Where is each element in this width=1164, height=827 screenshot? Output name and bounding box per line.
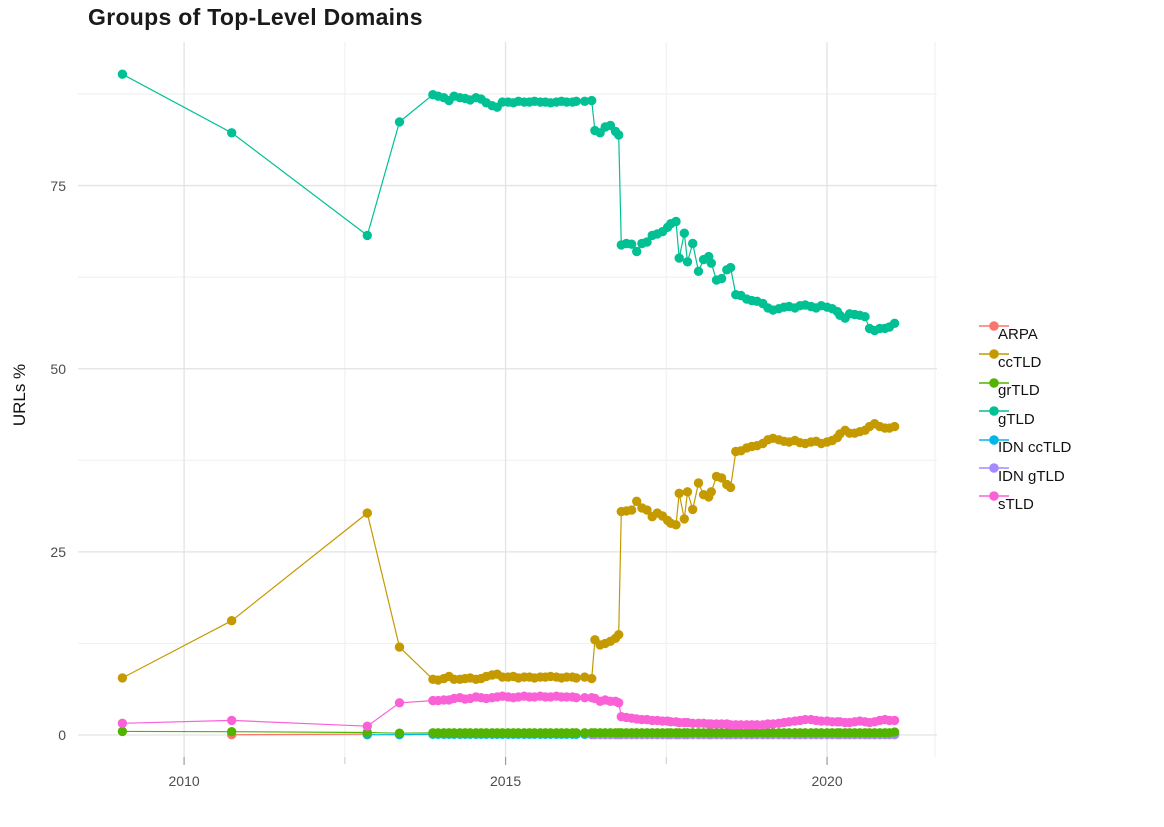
data-point-gTLD xyxy=(706,258,716,268)
data-point-grTLD xyxy=(889,727,900,737)
data-point-ccTLD xyxy=(682,487,693,497)
data-point-sTLD xyxy=(614,698,624,708)
legend-item-label: grTLD xyxy=(998,382,1040,400)
legend-item-ccTLD: ccTLD xyxy=(978,348,1041,376)
data-point-ccTLD xyxy=(674,488,684,498)
data-point-gTLD xyxy=(227,128,237,138)
data-point-grTLD xyxy=(117,726,128,737)
data-point-gTLD xyxy=(632,246,642,257)
data-point-sTLD xyxy=(117,718,128,728)
data-point-gTLD xyxy=(688,238,698,249)
data-point-ccTLD xyxy=(227,616,237,626)
series-line-gTLD xyxy=(122,73,895,332)
legend-item-label: IDN gTLD xyxy=(998,467,1065,485)
data-point-grTLD xyxy=(580,728,590,738)
legend-key-icon xyxy=(979,321,1009,331)
data-point-grTLD xyxy=(571,728,581,738)
data-point-sTLD xyxy=(362,721,372,731)
legend-item-IDN-gTLD: IDN gTLD xyxy=(978,462,1065,490)
chart-title: Groups of Top-Level Domains xyxy=(88,4,423,30)
data-point-sTLD xyxy=(580,693,590,703)
y-tick-label: 50 xyxy=(50,360,66,377)
data-point-ccTLD xyxy=(362,508,372,518)
legend-key-icon xyxy=(979,349,1009,360)
y-tick-label: 75 xyxy=(50,177,66,194)
legend-key-icon xyxy=(979,434,1009,445)
data-point-gTLD xyxy=(725,262,736,273)
data-point-gTLD xyxy=(362,230,372,241)
data-point-gTLD xyxy=(889,318,900,328)
legend-item-label: ARPA xyxy=(998,325,1038,343)
data-point-ccTLD xyxy=(642,505,652,515)
legend-key-icon xyxy=(979,377,1009,388)
data-point-grTLD xyxy=(394,728,405,738)
data-point-ccTLD xyxy=(571,673,581,683)
data-point-sTLD xyxy=(227,715,237,726)
data-point-ccTLD xyxy=(394,642,405,652)
data-point-gTLD xyxy=(674,253,684,263)
data-point-gTLD xyxy=(626,239,637,249)
data-point-gTLD xyxy=(117,69,128,79)
legend-key-icon xyxy=(979,463,1009,473)
x-tick-label: 2010 xyxy=(168,773,200,789)
legend-key-icon xyxy=(979,491,1009,502)
data-point-ccTLD xyxy=(725,482,736,493)
legend-item-label: ccTLD xyxy=(998,353,1042,371)
data-point-grTLD xyxy=(227,727,237,737)
series-line-ARPA xyxy=(231,733,368,736)
legend-item-label: IDN ccTLD xyxy=(998,439,1072,457)
data-point-sTLD xyxy=(571,693,581,703)
data-point-ccTLD xyxy=(716,473,727,483)
data-point-ccTLD xyxy=(889,421,900,432)
data-point-gTLD xyxy=(860,312,870,322)
data-point-ccTLD xyxy=(706,487,716,497)
legend-item-gTLD: gTLD xyxy=(978,405,1035,433)
data-point-ccTLD xyxy=(671,520,681,530)
x-tick-label: 2015 xyxy=(489,773,522,789)
data-point-ccTLD xyxy=(632,496,642,506)
x-tick-label: 2020 xyxy=(811,773,843,789)
data-point-gTLD xyxy=(580,96,590,107)
legend-item-IDN-ccTLD: IDN ccTLD xyxy=(978,434,1071,462)
data-point-ccTLD xyxy=(580,672,590,682)
data-point-ccTLD xyxy=(679,514,689,524)
data-point-gTLD xyxy=(693,266,704,276)
data-point-gTLD xyxy=(642,237,652,247)
legend-item-grTLD: grTLD xyxy=(978,377,1040,405)
data-point-sTLD xyxy=(394,698,405,708)
data-point-ccTLD xyxy=(693,478,704,488)
data-point-gTLD xyxy=(571,96,581,107)
data-point-ccTLD xyxy=(626,505,637,515)
data-point-ccTLD xyxy=(614,630,624,640)
data-point-ccTLD xyxy=(117,673,128,683)
y-tick-label: 0 xyxy=(58,727,66,744)
legend-item-label: gTLD xyxy=(998,410,1035,428)
data-point-gTLD xyxy=(679,228,689,238)
data-point-gTLD xyxy=(587,95,597,106)
legend-item-label: sTLD xyxy=(998,495,1034,513)
data-point-gTLD xyxy=(716,273,727,284)
data-point-sTLD xyxy=(889,715,900,726)
data-point-gTLD xyxy=(682,257,693,267)
y-tick-label: 25 xyxy=(50,543,66,560)
data-point-gTLD xyxy=(394,117,405,127)
data-point-ccTLD xyxy=(688,504,698,515)
data-point-gTLD xyxy=(614,130,624,140)
legend-item-ARPA: ARPA xyxy=(978,320,1038,348)
data-point-gTLD xyxy=(671,216,681,227)
legend-key-icon xyxy=(979,406,1009,416)
legend-item-sTLD: sTLD xyxy=(978,490,1034,518)
data-point-ccTLD xyxy=(587,673,597,684)
